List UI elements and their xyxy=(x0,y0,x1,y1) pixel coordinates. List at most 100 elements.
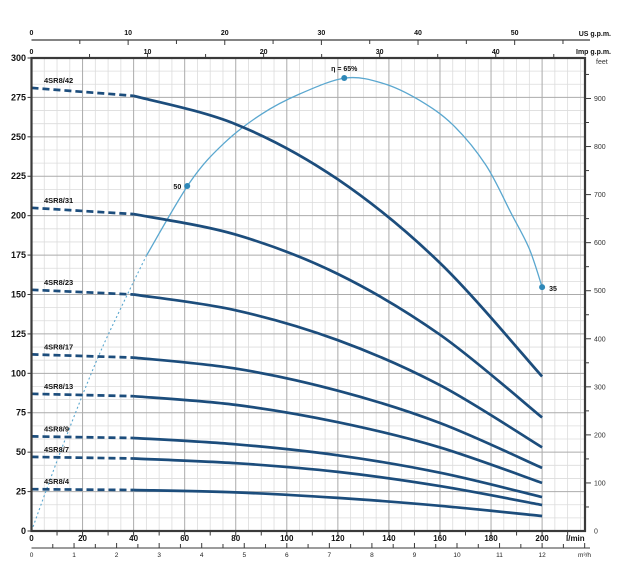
axis-head-m: 0 25 50 75 100 125 150 175 200 225 250 275 300 xyxy=(11,53,32,536)
axis-tick-label: 75 xyxy=(16,408,26,418)
axis-title-us-gpm: US g.p.m. xyxy=(579,31,611,38)
pump-curve-4sr8-4 xyxy=(133,488,543,518)
axis-tick-label: 20 xyxy=(260,49,268,56)
pump-curve-4sr8-31 xyxy=(133,212,543,419)
pump-curve-4sr8-7 xyxy=(133,457,543,507)
axis-tick-label: 1 xyxy=(72,552,76,559)
pump-curve-4sr8-42 xyxy=(133,94,544,378)
axis-tick-label: 0 xyxy=(30,30,34,37)
axis-m3h: 0 1 2 3 4 5 6 7 8 9 10 11 12 m³/h xyxy=(30,543,591,559)
axis-tick-label: 600 xyxy=(594,240,606,247)
efficiency-marker-3 xyxy=(539,284,546,291)
axis-tick-label: 140 xyxy=(382,534,396,543)
axis-lmin: 0 20 40 60 80 100 120 140 160 180 200 l/min xyxy=(29,531,585,543)
efficiency-label-3: 35 xyxy=(549,286,557,293)
axis-title-feet: feet xyxy=(596,59,608,66)
axis-tick-label: 300 xyxy=(11,53,26,63)
efficiency-curve-solid xyxy=(145,76,543,288)
axis-tick-label: 100 xyxy=(280,534,294,543)
axis-tick-label: 200 xyxy=(535,534,549,543)
axis-tick-label: 5 xyxy=(242,552,246,559)
curve-label-4sr8-17: 4SR8/17 xyxy=(44,342,73,351)
curve-label-4sr8-7: 4SR8/7 xyxy=(44,445,69,454)
axis-tick-label: 10 xyxy=(144,49,152,56)
efficiency-label-2: η = 65% xyxy=(331,66,358,73)
axis-tick-label: 25 xyxy=(16,487,26,497)
pump-curve-4sr8-13 xyxy=(133,394,543,485)
axis-tick-label: 8 xyxy=(370,552,374,559)
pump-curve-4sr8-13-dashed xyxy=(31,392,134,398)
efficiency-label-1: 50 xyxy=(173,184,181,191)
grid xyxy=(31,58,585,531)
efficiency-curve: 50 η = 65% 35 xyxy=(30,66,557,532)
pump-curve-4sr8-31-dashed xyxy=(31,206,134,216)
axis-tick-label: 120 xyxy=(331,534,345,543)
axis-tick-label: 275 xyxy=(11,92,26,102)
axis-tick-label: 0 xyxy=(29,534,34,543)
axis-tick-label: 40 xyxy=(129,534,138,543)
axis-tick-label: 225 xyxy=(11,171,26,181)
axis-tick-label: 100 xyxy=(11,368,26,378)
axis-tick-label: 20 xyxy=(78,534,87,543)
axis-tick-label: 80 xyxy=(231,534,240,543)
axis-tick-label: 2 xyxy=(115,552,119,559)
axis-tick-label: 100 xyxy=(594,480,606,487)
axis-title-imp-gpm: Imp g.p.m. xyxy=(576,49,611,56)
axis-tick-label: 900 xyxy=(594,96,606,103)
axis-tick-label: 60 xyxy=(180,534,189,543)
pump-curve-4sr8-42-dashed xyxy=(31,86,134,98)
axis-tick-label: 180 xyxy=(484,534,498,543)
pump-curve-4sr8-23-dashed xyxy=(31,288,134,296)
axis-tick-label: 30 xyxy=(317,30,325,37)
pump-curve-4sr8-9 xyxy=(133,436,543,499)
axis-tick-label: 160 xyxy=(433,534,447,543)
axis-tick-label: 500 xyxy=(594,288,606,295)
axis-tick-label: 6 xyxy=(285,552,289,559)
curve-label-4sr8-9: 4SR8/9 xyxy=(44,424,69,433)
axis-tick-label: 400 xyxy=(594,336,606,343)
pump-curve-4sr8-17 xyxy=(133,356,543,470)
axis-tick-label: 800 xyxy=(594,144,606,151)
efficiency-curve-dotted xyxy=(30,255,147,532)
axis-tick-label: 40 xyxy=(492,49,500,56)
axis-tick-label: 3 xyxy=(157,552,161,559)
axis-tick-label: 50 xyxy=(16,447,26,457)
axis-tick-label: 0 xyxy=(594,529,598,536)
pump-curves: 4SR8/42 4SR8/31 4SR8/23 4SR8/17 4SR8/13 4SR8/… xyxy=(31,76,544,518)
curve-label-4sr8-4: 4SR8/4 xyxy=(44,477,70,486)
axis-tick-label: 10 xyxy=(124,30,132,37)
axis-us-gpm: 0 10 20 30 40 50 US g.p.m. xyxy=(30,30,611,45)
axis-tick-label: 12 xyxy=(538,552,546,559)
axis-tick-label: 250 xyxy=(11,132,26,142)
axis-tick-label: 20 xyxy=(221,30,229,37)
axis-tick-label: 30 xyxy=(376,49,384,56)
axis-tick-label: 40 xyxy=(414,30,422,37)
axis-feet: 0 100 200 300 400 500 600 700 800 900 feet xyxy=(585,59,608,536)
efficiency-marker-2 xyxy=(341,75,348,82)
axis-tick-label: 150 xyxy=(11,289,26,299)
axis-tick-label: 0 xyxy=(30,49,34,56)
pump-curve-4sr8-23 xyxy=(133,293,543,449)
axis-tick-label: 125 xyxy=(11,329,26,339)
curve-label-4sr8-23: 4SR8/23 xyxy=(44,278,73,287)
axis-tick-label: 300 xyxy=(594,384,606,391)
curve-label-4sr8-13: 4SR8/13 xyxy=(44,382,73,391)
pump-curve-4sr8-7-dashed xyxy=(31,455,134,460)
axis-tick-label: 7 xyxy=(328,552,332,559)
axis-title-m3h: m³/h xyxy=(578,552,591,559)
axis-tick-label: 0 xyxy=(30,552,34,559)
axis-tick-label: 700 xyxy=(594,192,606,199)
axis-tick-label: 11 xyxy=(496,552,503,559)
axis-tick-label: 175 xyxy=(11,250,26,260)
axis-tick-label: 0 xyxy=(21,526,26,536)
pump-curve-4sr8-9-dashed xyxy=(31,435,134,440)
axis-imp-gpm: 0 10 20 30 40 Imp g.p.m. xyxy=(30,49,611,58)
curve-label-4sr8-42: 4SR8/42 xyxy=(44,76,73,85)
axis-tick-label: 200 xyxy=(594,432,606,439)
axis-tick-label: 4 xyxy=(200,552,204,559)
axis-title-lmin: l/min xyxy=(566,534,585,543)
axis-tick-label: 10 xyxy=(453,552,461,559)
axis-tick-label: 9 xyxy=(413,552,417,559)
